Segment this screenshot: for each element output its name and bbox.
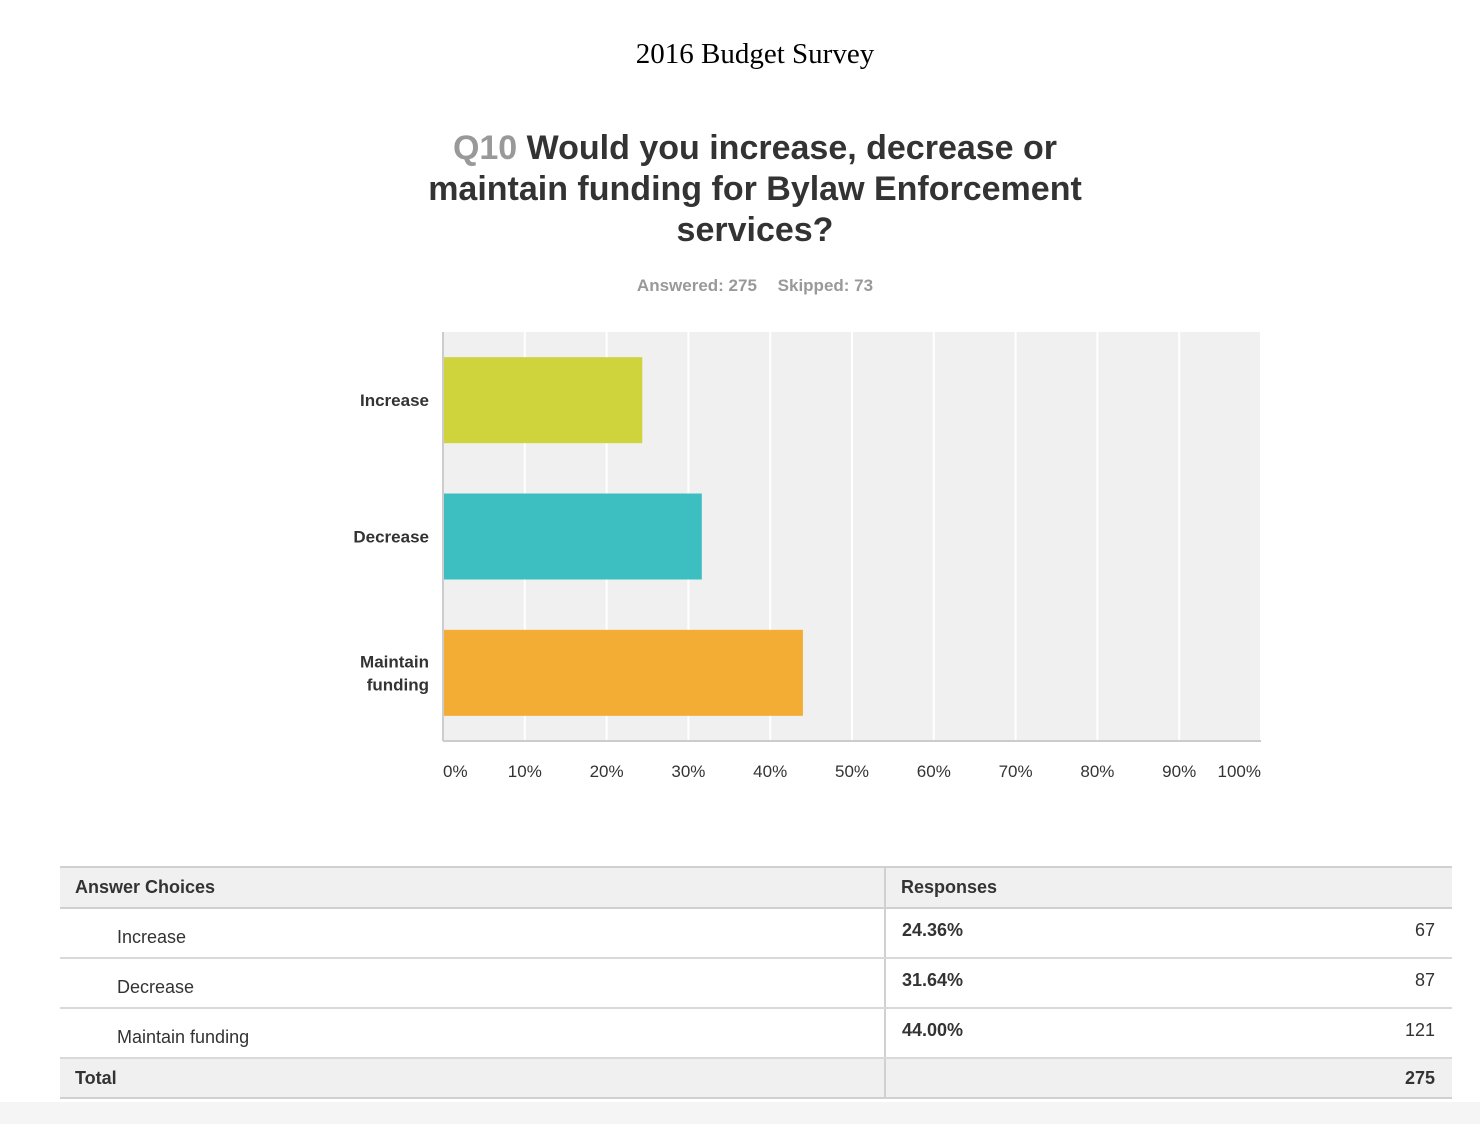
total-value: 275 bbox=[885, 1058, 1452, 1099]
table-row: Increase 24.36% 67 bbox=[60, 908, 1452, 959]
x-tick-label: 10% bbox=[508, 762, 542, 781]
row-percent: 31.64% bbox=[902, 970, 964, 990]
bar-increase bbox=[444, 357, 643, 444]
x-tick-label: 20% bbox=[590, 762, 624, 781]
response-stats: Answered: 275 Skipped: 73 bbox=[0, 276, 1480, 296]
page-bottom-strip bbox=[0, 1102, 1480, 1124]
table-total-row: Total 275 bbox=[60, 1058, 1452, 1099]
answered-count: Answered: 275 bbox=[636, 276, 757, 295]
bar-chart: 0% 10% 20% 30% 40% 50% 60% 70% 80% 90% 100% Increas… bbox=[353, 332, 1262, 781]
row-choice: Increase bbox=[60, 908, 886, 959]
x-tick-label: 60% bbox=[917, 762, 951, 781]
total-label: Total bbox=[60, 1058, 886, 1099]
category-label: Decrease bbox=[353, 528, 429, 547]
x-tick-label: 40% bbox=[753, 762, 787, 781]
row-choice: Decrease bbox=[60, 958, 886, 1009]
row-count: 87 bbox=[1414, 970, 1435, 990]
question-number: Q10 bbox=[452, 129, 518, 167]
bar-decrease bbox=[444, 493, 702, 580]
responses-table: Answer Choices Responses Increase 24.36%… bbox=[60, 866, 1452, 1099]
category-label: Increase bbox=[360, 391, 429, 410]
row-count: 67 bbox=[1414, 920, 1435, 940]
row-percent: 44.00% bbox=[902, 1020, 964, 1040]
x-tick-label: 80% bbox=[1080, 762, 1114, 781]
question-heading: Q10 Would you increase, decrease or main… bbox=[405, 128, 1105, 251]
row-response: 31.64% 87 bbox=[885, 958, 1452, 1009]
row-choice: Maintain funding bbox=[60, 1008, 886, 1059]
row-percent: 24.36% bbox=[902, 920, 964, 940]
header-answer-choices: Answer Choices bbox=[60, 866, 886, 909]
table-row: Maintain funding 44.00% 121 bbox=[60, 1008, 1452, 1059]
survey-title: 2016 Budget Survey bbox=[635, 38, 875, 70]
x-tick-label: 0% bbox=[443, 762, 468, 781]
question-text: Would you increase, decrease or maintain… bbox=[428, 129, 1082, 249]
x-tick-label: 30% bbox=[671, 762, 705, 781]
x-tick-label: 90% bbox=[1162, 762, 1196, 781]
category-label: Maintain funding bbox=[360, 652, 429, 694]
x-tick-label: 70% bbox=[999, 762, 1033, 781]
skipped-count: Skipped: 73 bbox=[777, 276, 874, 295]
row-response: 44.00% 121 bbox=[885, 1008, 1452, 1059]
x-tick-label: 50% bbox=[835, 762, 869, 781]
x-tick-label: 100% bbox=[1218, 762, 1261, 781]
table-header-row: Answer Choices Responses bbox=[60, 866, 1452, 909]
bar-maintain-funding bbox=[444, 629, 803, 716]
table-row: Decrease 31.64% 87 bbox=[60, 958, 1452, 1009]
row-response: 24.36% 67 bbox=[885, 908, 1452, 959]
row-count: 121 bbox=[1404, 1020, 1435, 1040]
header-responses: Responses bbox=[885, 866, 1452, 909]
